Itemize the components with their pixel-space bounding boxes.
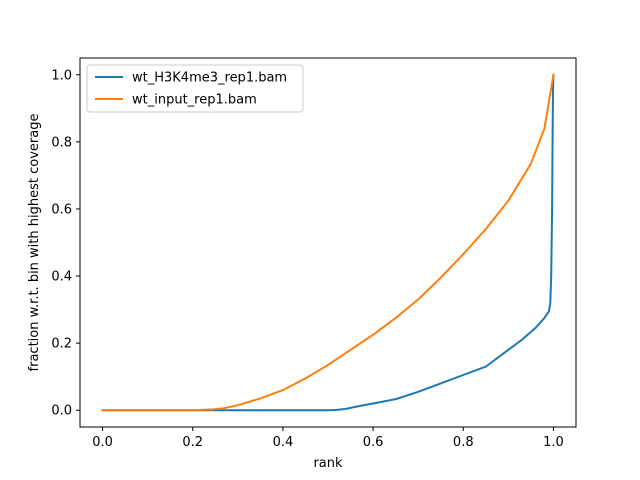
legend: wt_H3K4me3_rep1.bam wt_input_rep1.bam [86,64,304,113]
y-tick-label: 0.8 [51,135,72,150]
axes: 0.0 0.2 0.4 0.6 0.8 1.0 0.0 0.2 0.4 0.6 0.8 1.0 [51,57,577,450]
y-tick-label: 0.0 [51,404,72,419]
legend-box [86,64,304,113]
plot-area [101,73,555,412]
y-tick-label: 0.6 [51,202,72,217]
legend-label: wt_H3K4me3_rep1.bam [132,71,287,86]
x-tick-label: 0.2 [182,435,203,450]
series-line-2 [101,73,555,412]
x-axis-label: rank [313,456,343,471]
axes-frame [79,57,577,428]
legend-label: wt_input_rep1.bam [132,93,257,108]
y-tick-label: 0.4 [51,270,72,285]
x-tick-label: 0.6 [363,435,384,450]
y-axis-label: fraction w.r.t. bin with highest coverag… [27,114,42,372]
x-tick-label: 0.4 [273,435,294,450]
x-tick-label: 0.8 [453,435,474,450]
x-tick-label: 1.0 [543,435,564,450]
y-tick-label: 1.0 [51,68,72,83]
series-line-1 [101,73,555,412]
x-tick-label: 0.0 [92,435,113,450]
y-tick-label: 0.2 [51,337,72,352]
